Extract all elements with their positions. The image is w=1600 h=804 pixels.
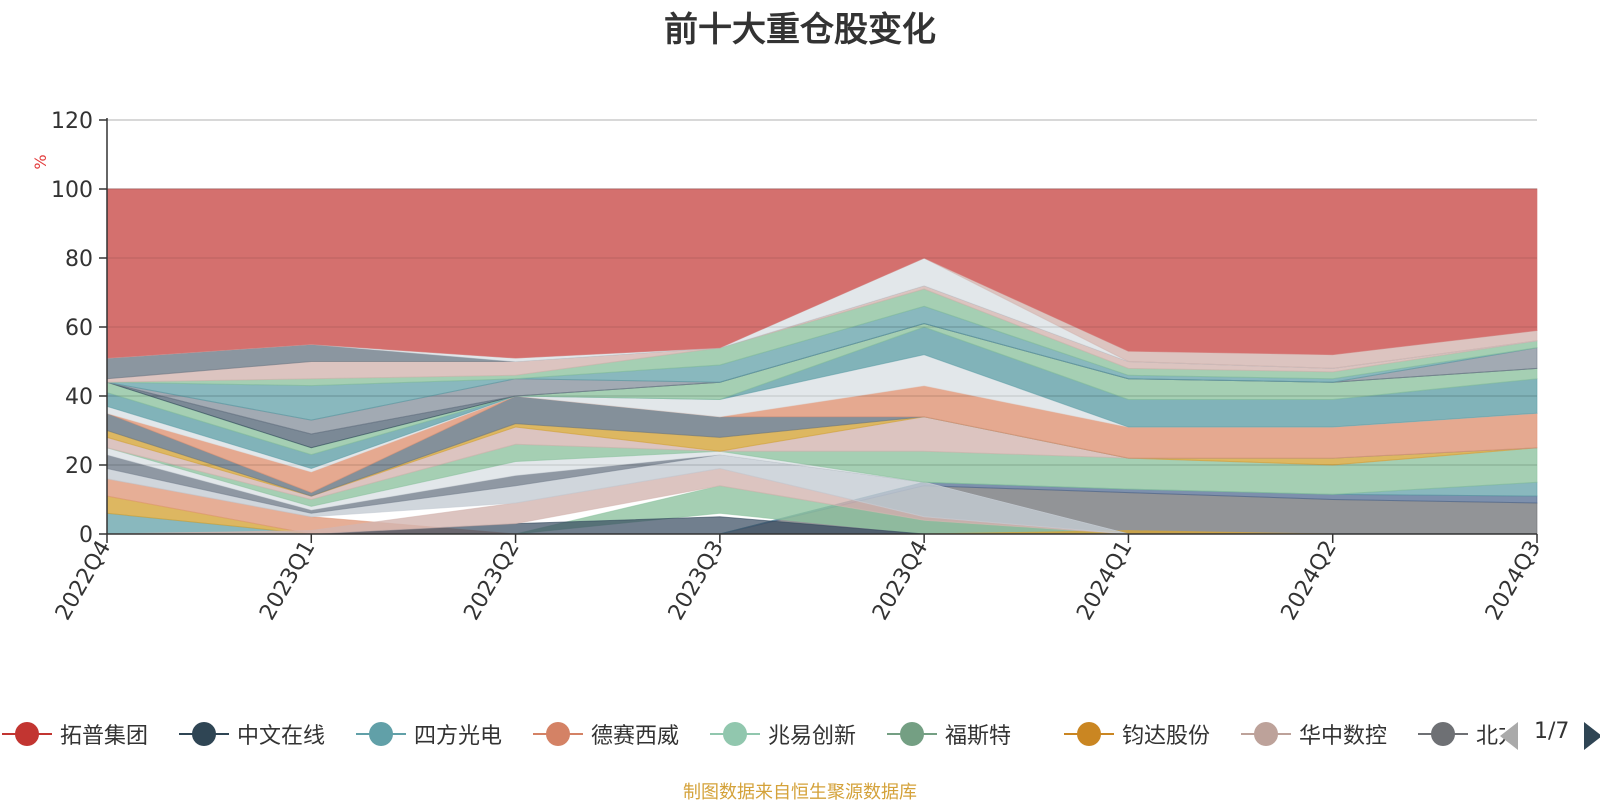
area-bands	[106, 188, 1538, 535]
legend-item[interactable]: 钧达股份	[1064, 716, 1210, 752]
legend-item[interactable]: 兆易创新	[710, 716, 856, 752]
legend-marker-icon	[533, 722, 583, 746]
legend-page-indicator: 1/7	[1534, 719, 1570, 744]
legend-marker-icon	[356, 722, 406, 746]
area-band	[106, 188, 1538, 359]
legend: 拓普集团 中文在线 四方光电 德赛西威 兆易创新 福斯特 钧达股份 华中数控 北方华创	[0, 716, 1505, 752]
prev-page-icon[interactable]	[1500, 722, 1520, 750]
x-tick-label: 2023Q1	[255, 537, 320, 625]
legend-item[interactable]: 德赛西威	[533, 716, 679, 752]
x-tick-label: 2024Q3	[1481, 537, 1546, 625]
legend-item[interactable]: 福斯特	[887, 716, 1011, 752]
legend-label: 华中数控	[1299, 724, 1388, 749]
legend-label: 拓普集团	[60, 724, 149, 749]
legend-item[interactable]: 中文在线	[179, 716, 325, 752]
legend-marker-icon	[1418, 722, 1468, 746]
x-tick-label: 2023Q2	[459, 537, 524, 625]
y-tick-label: 80	[65, 247, 93, 272]
x-tick-label: 2023Q3	[664, 537, 729, 625]
legend-label: 北方华创	[1476, 724, 1505, 749]
x-tick-label: 2024Q1	[1072, 537, 1137, 625]
y-tick-label: 100	[51, 178, 93, 203]
y-axis-unit: %	[31, 154, 50, 169]
legend-marker-icon	[710, 722, 760, 746]
legend-marker-icon	[887, 722, 937, 746]
legend-item[interactable]: 四方光电	[356, 716, 502, 752]
y-tick-label: 120	[51, 109, 93, 134]
y-tick-label: 40	[65, 385, 93, 410]
y-tick-label: 20	[65, 454, 93, 479]
legend-label: 钧达股份	[1122, 724, 1211, 749]
source-note: 制图数据来自恒生聚源数据库	[683, 782, 917, 803]
legend-marker-icon	[179, 722, 229, 746]
x-tick-label: 2024Q2	[1277, 537, 1342, 625]
legend-item[interactable]: 华中数控	[1241, 716, 1387, 752]
legend-item[interactable]: 北方华创	[1418, 716, 1505, 752]
next-page-icon[interactable]	[1582, 722, 1600, 750]
legend-marker-icon	[1241, 722, 1291, 746]
x-tick-label: 2022Q4	[51, 537, 116, 625]
legend-label: 兆易创新	[768, 724, 857, 749]
x-tick-label: 2023Q4	[868, 537, 933, 625]
legend-label: 德赛西威	[591, 724, 680, 749]
y-tick-label: 0	[79, 523, 93, 548]
chart-title: 前十大重仓股变化	[664, 10, 936, 50]
legend-pager: 1/7	[1500, 716, 1600, 752]
legend-label: 中文在线	[237, 724, 326, 749]
legend-marker-icon	[2, 722, 52, 746]
legend-label: 四方光电	[414, 724, 503, 749]
legend-marker-icon	[1064, 722, 1114, 746]
legend-item[interactable]: 拓普集团	[2, 716, 148, 752]
legend-label: 福斯特	[945, 724, 1012, 749]
y-tick-label: 60	[65, 316, 93, 341]
